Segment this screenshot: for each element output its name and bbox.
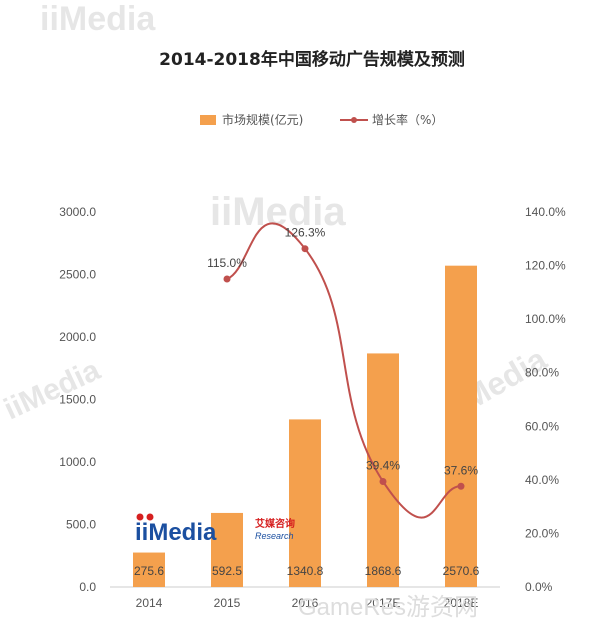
y-right-tick-label: 0.0% xyxy=(525,580,553,594)
x-tick-label: 2017E xyxy=(366,596,401,610)
x-tick-label: 2018E xyxy=(444,596,479,610)
bar-2018E xyxy=(445,265,477,587)
watermark-top-left: iiMedia xyxy=(40,0,156,38)
growth-point-label: 126.3% xyxy=(285,226,326,240)
growth-point-label: 115.0% xyxy=(207,256,247,270)
logo-text: iiMedia xyxy=(135,519,217,546)
bar-value-label: 1340.8 xyxy=(287,564,324,578)
y-right-tick-label: 60.0% xyxy=(525,419,559,433)
growth-point-2015 xyxy=(223,275,231,283)
bar-value-label: 275.6 xyxy=(134,564,164,578)
y-right-tick-label: 80.0% xyxy=(525,366,559,380)
y-left-tick-label: 0.0 xyxy=(79,580,96,594)
bar-2014 xyxy=(133,552,165,587)
growth-point-2016 xyxy=(301,245,309,253)
y-left-tick-label: 2000.0 xyxy=(59,330,96,344)
x-tick-label: 2015 xyxy=(214,596,241,610)
chart-title: 2014-2018年中国移动广告规模及预测 xyxy=(159,49,465,70)
bar-value-label: 1868.6 xyxy=(365,564,402,578)
watermark-left: iiMedia xyxy=(0,353,105,426)
y-right-tick-label: 120.0% xyxy=(525,259,566,273)
y-left-tick-label: 1500.0 xyxy=(59,393,96,407)
growth-point-2017E xyxy=(379,477,387,485)
growth-line: 115.0% 126.3% 39.4% 37.6% xyxy=(207,222,478,519)
bar-value-label: 2570.6 xyxy=(443,564,480,578)
bar-2015 xyxy=(211,512,243,587)
legend-line-marker xyxy=(351,117,357,123)
legend-bar-swatch xyxy=(200,115,216,125)
logo-en-text: Research xyxy=(255,531,294,541)
growth-point-label: 37.6% xyxy=(444,463,478,477)
x-tick-label: 2016 xyxy=(292,596,319,610)
logo-cn-text: 艾媒咨询 xyxy=(255,517,295,530)
y-right-tick-label: 100.0% xyxy=(525,312,566,326)
bar-value-label: 592.5 xyxy=(212,564,242,578)
y-right-tick-label: 20.0% xyxy=(525,526,559,540)
y-right-tick-label: 140.0% xyxy=(525,205,566,219)
bars: 275.6 592.5 1340.8 1868.6 2570.6 xyxy=(133,265,480,587)
growth-line-path xyxy=(226,222,462,519)
site-watermark: GameRes游资网 xyxy=(298,594,478,621)
bar-2017E xyxy=(367,353,399,587)
growth-point-label: 39.4% xyxy=(366,458,400,472)
y-left-tick-label: 1000.0 xyxy=(59,455,96,469)
x-tick-label: 2014 xyxy=(136,596,163,610)
watermark-center: iiMedia xyxy=(210,190,346,234)
legend-bar-label: 市场规模(亿元) xyxy=(222,112,303,127)
legend-line-label: 增长率（%） xyxy=(372,112,443,127)
y-left-tick-label: 500.0 xyxy=(66,518,96,532)
iimedia-logo: iiMedia 艾媒咨询 Research xyxy=(135,513,295,546)
y-left-tick-label: 3000.0 xyxy=(59,205,96,219)
bar-2016 xyxy=(289,419,321,587)
growth-point-2018E xyxy=(457,482,465,490)
legend: 市场规模(亿元) 增长率（%） xyxy=(200,112,443,127)
y-left-tick-label: 2500.0 xyxy=(59,268,96,282)
y-right-tick-label: 40.0% xyxy=(525,473,559,487)
logo-dot-1 xyxy=(136,513,144,521)
logo-dot-2 xyxy=(146,513,154,521)
